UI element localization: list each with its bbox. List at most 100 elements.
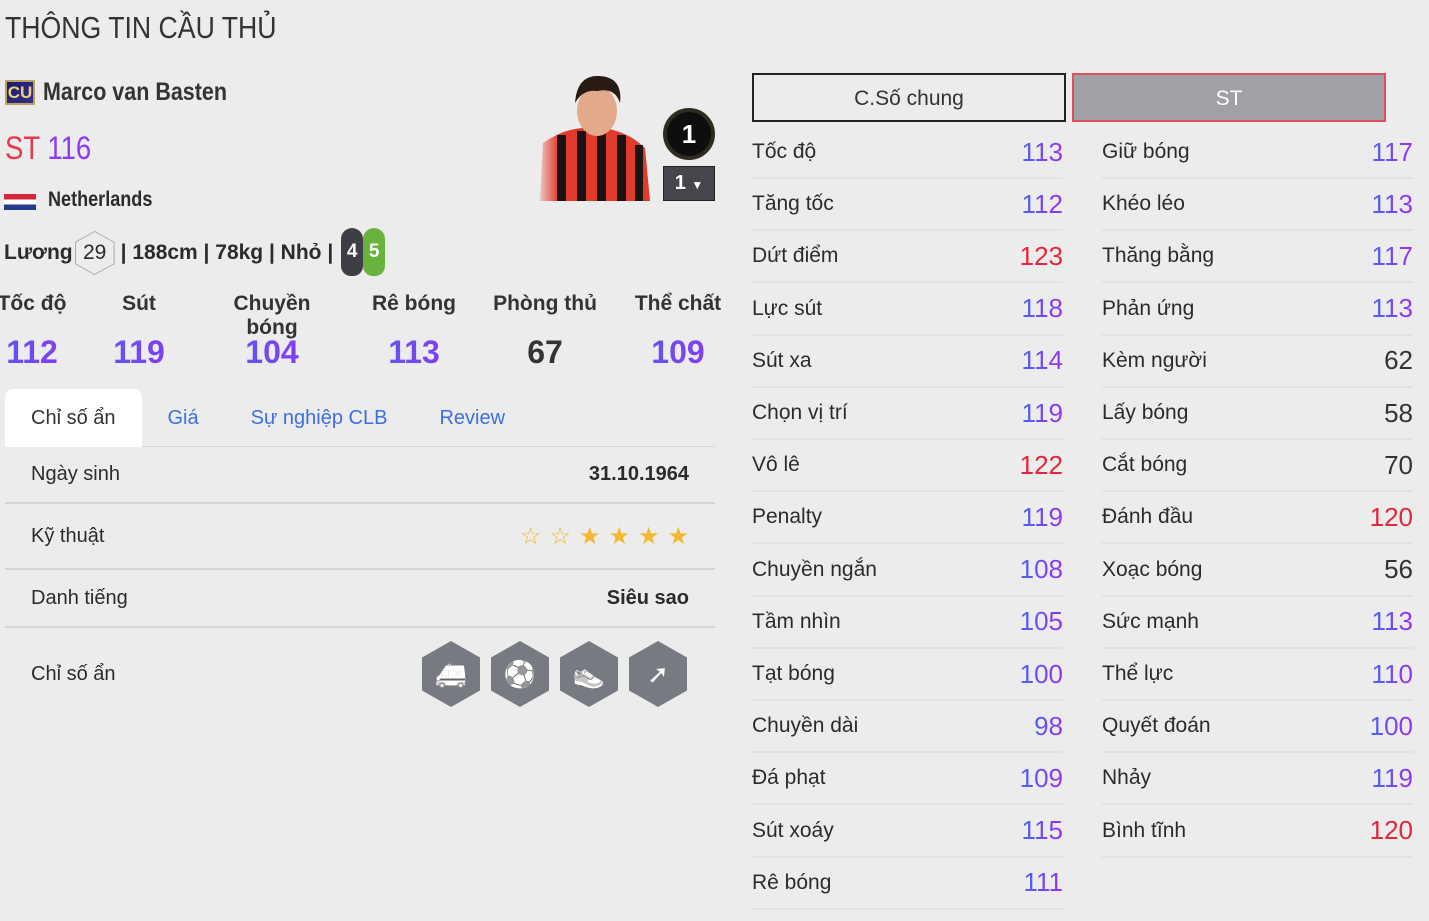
stat-row: Penalty 119 — [752, 492, 1063, 545]
star-outline-icon: ☆ — [519, 522, 542, 550]
stat-label: Chọn vị trí — [752, 401, 848, 424]
stat-row: Thể lực 110 — [1102, 649, 1413, 701]
birth-value: 31.10.1964 — [588, 463, 689, 485]
stat-label: Bình tĩnh — [1102, 818, 1187, 842]
weak-foot-icon: 4 — [341, 228, 364, 276]
attribute-3: Rê bóng 113 — [349, 292, 479, 371]
attribute-label: Thể chất — [634, 292, 722, 315]
stat-row: Lấy bóng 58 — [1102, 388, 1413, 440]
stat-row: Rê bóng 111 — [752, 858, 1063, 910]
stat-value: 117 — [1371, 136, 1413, 167]
caret-down-icon: ▼ — [691, 178, 704, 192]
stat-value: 110 — [1371, 658, 1413, 689]
stat-row: Chuyền dài 98 — [752, 701, 1063, 754]
tab-1[interactable]: Giá — [167, 407, 199, 429]
stat-row: Sút xoáy 115 — [752, 806, 1063, 858]
stat-value: 115 — [1021, 815, 1063, 846]
attribute-label: Rê bóng — [372, 292, 456, 315]
attribute-value: 112 — [0, 334, 97, 371]
stat-label: Đá phạt — [752, 766, 826, 790]
stat-label: Tạt bóng — [752, 662, 835, 685]
attribute-value: 113 — [349, 334, 479, 371]
stat-row: Lực sút 118 — [752, 284, 1063, 336]
reputation-value: Siêu sao — [606, 586, 689, 609]
stat-value: 112 — [1021, 188, 1063, 219]
stat-value: 119 — [1021, 501, 1063, 532]
season-badge: CU — [5, 80, 35, 105]
stat-value: 100 — [1369, 710, 1413, 741]
stat-label: Xoạc bóng — [1102, 557, 1203, 581]
level-value: 1 — [674, 172, 686, 194]
stat-value: 117 — [1371, 240, 1413, 271]
birth-label: Ngày sinh — [31, 463, 120, 485]
stat-label: Vô lê — [752, 453, 800, 477]
stat-row: Giữ bóng 117 — [1102, 127, 1413, 179]
stat-label: Phản ứng — [1102, 296, 1195, 320]
star-filled-icon: ★ — [667, 522, 689, 550]
stat-value: 122 — [1019, 449, 1063, 480]
goal-finesse-shot-icon: ⚽ — [491, 641, 549, 707]
star-filled-icon: ★ — [637, 522, 660, 550]
attribute-label: Sút — [122, 292, 156, 315]
stat-label: Thể lực — [1102, 662, 1174, 685]
stat-row: Đánh đầu 120 — [1102, 492, 1413, 545]
stat-value: 118 — [1021, 293, 1063, 324]
stat-row: Dứt điểm 123 — [752, 231, 1063, 284]
traits-label: Chỉ số ẩn — [31, 662, 116, 685]
stat-row: Tăng tốc 112 — [752, 179, 1063, 232]
stat-value: 108 — [1019, 554, 1063, 585]
stat-value: 58 — [1384, 397, 1413, 428]
stat-row: Tạt bóng 100 — [752, 649, 1063, 701]
nation: Netherlands — [48, 188, 153, 211]
stat-label: Chuyền dài — [752, 714, 859, 738]
tab-3[interactable]: Review — [439, 407, 506, 429]
level-dropdown[interactable]: 1 ▼ — [663, 166, 715, 201]
reputation-row: Danh tiếng Siêu sao — [5, 570, 715, 628]
page-title: THÔNG TIN CẦU THỦ — [5, 10, 277, 45]
attribute-label: Tốc độ — [0, 292, 67, 315]
stat-value: 113 — [1371, 606, 1413, 637]
reputation-label: Danh tiếng — [31, 586, 128, 609]
stat-row: Sức mạnh 113 — [1102, 597, 1413, 649]
position-stats-tab[interactable]: ST — [1072, 73, 1386, 122]
salary-label: Lương — [4, 241, 73, 264]
stat-label: Sức mạnh — [1102, 609, 1199, 633]
attribute-5: Thể chất 109 — [613, 292, 743, 371]
stat-row: Xoạc bóng 56 — [1102, 545, 1413, 597]
position-rating: ST 116 — [5, 130, 105, 167]
stat-label: Chuyền ngắn — [752, 557, 877, 581]
stat-value: 70 — [1384, 449, 1413, 480]
general-stats-tab[interactable]: C.Số chung — [752, 73, 1066, 122]
stat-value: 111 — [1023, 867, 1063, 898]
tab-0[interactable]: Chỉ số ẩn — [5, 389, 142, 447]
stat-label: Sút xa — [752, 348, 812, 372]
stat-row: Kèm người 62 — [1102, 336, 1413, 388]
stat-value: 119 — [1021, 397, 1063, 428]
stat-label: Sút xoáy — [752, 818, 834, 842]
stat-label: Tốc độ — [752, 140, 817, 163]
stat-value: 120 — [1369, 815, 1413, 846]
tab-2[interactable]: Sự nghiệp CLB — [250, 407, 388, 429]
salary-value: 29 — [75, 232, 114, 274]
stat-label: Thăng bằng — [1102, 244, 1215, 268]
player-info-row: Lương 29 | 188cm | 78kg | Nhỏ | 4 5 — [4, 228, 386, 276]
stat-row: Cắt bóng 70 — [1102, 440, 1413, 493]
stat-row: Bình tĩnh 120 — [1102, 806, 1413, 858]
netherlands-flag-icon — [4, 194, 36, 210]
tab-bar: Chỉ số ẩn Giá Sự nghiệp CLB Review — [5, 389, 715, 447]
stat-row: Chọn vị trí 119 — [752, 388, 1063, 440]
stat-value: 62 — [1384, 345, 1413, 376]
stat-label: Kèm người — [1102, 348, 1207, 372]
stat-row: Sút xa 114 — [752, 336, 1063, 388]
stat-label: Lấy bóng — [1102, 401, 1189, 424]
stat-label: Rê bóng — [752, 870, 832, 894]
attribute-value: 109 — [613, 334, 743, 371]
stat-label: Quyết đoán — [1102, 714, 1211, 738]
strong-foot-icon: 5 — [363, 228, 386, 276]
rank-badge: 1 — [663, 108, 715, 160]
stat-label: Đánh đầu — [1102, 505, 1194, 529]
stat-label: Penalty — [752, 505, 823, 529]
player-name: Marco van Basten — [43, 78, 228, 106]
stat-value: 109 — [1019, 762, 1063, 793]
stat-value: 120 — [1369, 501, 1413, 532]
